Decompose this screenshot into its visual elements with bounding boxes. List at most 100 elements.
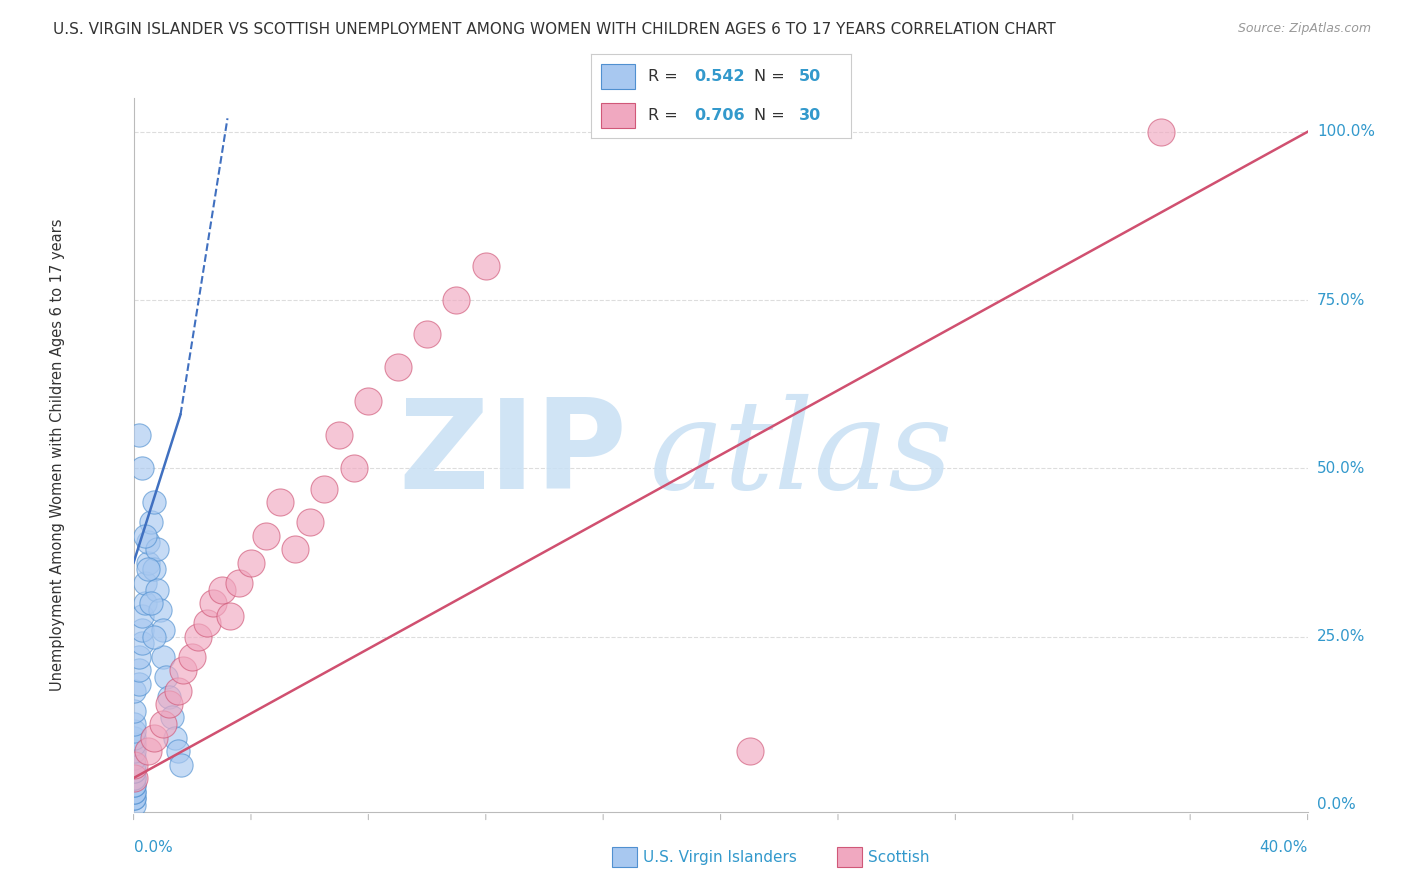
Point <box>122 797 145 812</box>
Point <box>157 690 180 705</box>
Point <box>122 778 145 792</box>
Point <box>122 771 145 785</box>
Point <box>152 649 174 664</box>
Point <box>122 771 145 785</box>
Point <box>128 677 150 691</box>
Point <box>122 723 145 738</box>
Point <box>128 649 150 664</box>
Point <box>169 757 191 772</box>
Point <box>136 556 159 570</box>
Point <box>141 596 163 610</box>
Point <box>155 670 177 684</box>
Text: 75.0%: 75.0% <box>1317 293 1365 308</box>
Point <box>195 616 218 631</box>
Point <box>122 738 145 752</box>
Point <box>328 427 350 442</box>
Point <box>134 575 156 590</box>
Point <box>122 791 145 805</box>
Point <box>416 326 439 341</box>
Point <box>136 744 159 758</box>
Point <box>122 784 145 798</box>
Point <box>122 784 145 798</box>
Point <box>122 751 145 765</box>
Point <box>122 757 145 772</box>
Text: R =: R = <box>648 69 683 84</box>
Point <box>128 664 150 678</box>
Point <box>141 515 163 529</box>
Point <box>284 542 307 557</box>
Point <box>122 683 145 698</box>
Point <box>211 582 233 597</box>
Point <box>122 744 145 758</box>
Text: N =: N = <box>755 69 790 84</box>
Text: U.S. VIRGIN ISLANDER VS SCOTTISH UNEMPLOYMENT AMONG WOMEN WITH CHILDREN AGES 6 T: U.S. VIRGIN ISLANDER VS SCOTTISH UNEMPLO… <box>53 22 1056 37</box>
Text: U.S. Virgin Islanders: U.S. Virgin Islanders <box>643 850 796 864</box>
Point <box>128 427 150 442</box>
Text: 25.0%: 25.0% <box>1317 629 1365 644</box>
Point <box>143 495 166 509</box>
Point <box>122 764 145 779</box>
Point <box>314 482 336 496</box>
Point <box>122 778 145 792</box>
Point <box>166 683 188 698</box>
Text: 30: 30 <box>799 108 821 123</box>
Point <box>343 461 366 475</box>
Point <box>446 293 468 307</box>
Point <box>166 744 188 758</box>
Point <box>187 630 209 644</box>
Point <box>131 636 153 650</box>
Point <box>134 596 156 610</box>
Point <box>143 731 166 745</box>
Text: R =: R = <box>648 108 683 123</box>
Point <box>122 791 145 805</box>
Point <box>143 562 166 576</box>
Point <box>181 649 204 664</box>
Text: 100.0%: 100.0% <box>1317 124 1375 139</box>
Point <box>146 582 169 597</box>
Text: 40.0%: 40.0% <box>1260 840 1308 855</box>
Text: ZIP: ZIP <box>398 394 627 516</box>
Text: atlas: atlas <box>650 394 953 516</box>
Point <box>122 731 145 745</box>
Text: 50.0%: 50.0% <box>1317 461 1365 476</box>
Point <box>163 731 186 745</box>
Text: 0.0%: 0.0% <box>134 840 173 855</box>
Point <box>122 757 145 772</box>
Text: 50: 50 <box>799 69 821 84</box>
Text: Unemployment Among Women with Children Ages 6 to 17 years: Unemployment Among Women with Children A… <box>49 219 65 691</box>
Point <box>122 764 145 779</box>
Point <box>357 394 380 409</box>
Point <box>152 717 174 731</box>
Point <box>298 515 321 529</box>
Point <box>122 771 145 785</box>
Point <box>738 744 761 758</box>
FancyBboxPatch shape <box>600 103 634 128</box>
Text: N =: N = <box>755 108 790 123</box>
Point <box>157 697 180 711</box>
Point <box>152 623 174 637</box>
FancyBboxPatch shape <box>600 63 634 89</box>
Text: 0.0%: 0.0% <box>1317 797 1355 813</box>
Point <box>172 664 194 678</box>
Point <box>131 623 153 637</box>
Point <box>134 529 156 543</box>
Point <box>1150 125 1173 139</box>
Point <box>228 575 250 590</box>
Point <box>122 717 145 731</box>
Point <box>160 710 183 724</box>
Point <box>474 260 498 274</box>
Point <box>143 630 166 644</box>
Point <box>146 542 169 557</box>
Point <box>149 603 172 617</box>
Text: Scottish: Scottish <box>868 850 929 864</box>
Point <box>219 609 242 624</box>
Point <box>269 495 291 509</box>
Text: 0.706: 0.706 <box>695 108 745 123</box>
Text: 0.542: 0.542 <box>695 69 745 84</box>
Point <box>239 556 263 570</box>
Point <box>122 704 145 718</box>
Point <box>254 529 277 543</box>
Point <box>136 535 159 549</box>
Text: Source: ZipAtlas.com: Source: ZipAtlas.com <box>1237 22 1371 36</box>
Point <box>136 562 159 576</box>
